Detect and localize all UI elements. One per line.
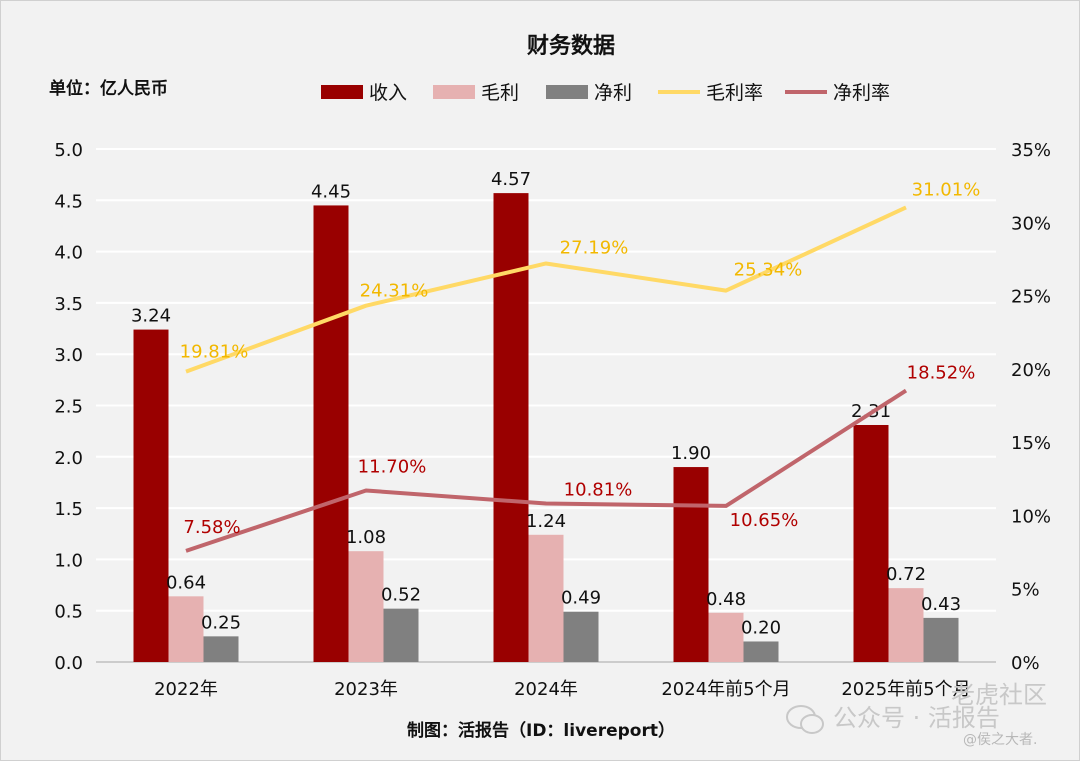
line-毛利率 bbox=[185, 205, 907, 374]
y-right-tick-label: 25% bbox=[1011, 287, 1051, 308]
bar-value-label: 4.57 bbox=[491, 169, 531, 190]
bar-收入 bbox=[673, 467, 709, 662]
bar-毛利 bbox=[888, 588, 924, 662]
legend-item: 毛利率 bbox=[658, 82, 763, 104]
legend-item: 收入 bbox=[321, 82, 407, 104]
bar-净利 bbox=[743, 641, 779, 662]
bar-收入 bbox=[133, 329, 169, 662]
y-right-tick-label: 15% bbox=[1011, 433, 1051, 454]
y-left-tick-label: 2.0 bbox=[54, 448, 83, 469]
legend: 收入 毛利 净利 毛利率 净利率 bbox=[321, 82, 890, 104]
bar-毛利 bbox=[708, 612, 744, 662]
line-value-label: 25.34% bbox=[734, 260, 803, 281]
bar-value-label: 0.52 bbox=[381, 585, 421, 606]
y-right-tick-label: 10% bbox=[1011, 506, 1051, 527]
legend-item: 毛利 bbox=[433, 82, 519, 104]
y-left-tick-label: 5.0 bbox=[54, 140, 83, 161]
y-left-tick-label: 3.0 bbox=[54, 345, 83, 366]
y-left-tick-label: 1.0 bbox=[54, 550, 83, 571]
bar-毛利 bbox=[528, 534, 564, 662]
legend-swatch bbox=[433, 85, 475, 99]
y-right-tick-label: 20% bbox=[1011, 360, 1051, 381]
legend-label: 净利 bbox=[594, 82, 632, 104]
bar-毛利 bbox=[348, 551, 384, 662]
watermark: 公众号 · 活报告 老虎社区 @侯之大者. bbox=[786, 681, 1047, 748]
y-right-tick-label: 0% bbox=[1011, 653, 1040, 674]
legend-label: 收入 bbox=[369, 82, 407, 104]
bar-value-label: 0.48 bbox=[706, 589, 746, 610]
line-value-label: 10.81% bbox=[564, 480, 633, 501]
chart-title: 财务数据 bbox=[527, 33, 615, 59]
legend-label: 毛利 bbox=[481, 82, 519, 104]
y-right-tick-label: 35% bbox=[1011, 140, 1051, 161]
y-right-tick-label: 5% bbox=[1011, 580, 1040, 601]
bar-value-label: 1.24 bbox=[526, 511, 566, 532]
x-tick-label: 2022年 bbox=[154, 679, 218, 700]
line-value-label: 19.81% bbox=[180, 342, 249, 363]
bar-净利 bbox=[923, 617, 959, 662]
y-left-tick-label: 2.5 bbox=[54, 397, 83, 418]
legend-swatch bbox=[321, 85, 363, 99]
x-tick-label: 2023年 bbox=[334, 679, 398, 700]
watermark-corner-text: 老虎社区 bbox=[951, 681, 1047, 709]
bar-收入 bbox=[493, 193, 529, 663]
left-axis-ticks: 0.0 0.5 1.0 1.5 2.0 2.5 3.0 3.5 4.0 4.5 5.0 bbox=[54, 140, 83, 674]
y-left-tick-label: 0.0 bbox=[54, 653, 83, 674]
line-value-label: 10.65% bbox=[730, 510, 799, 531]
bar-收入 bbox=[313, 205, 349, 662]
wechat-icon bbox=[786, 705, 824, 734]
bar-series: 3.244.454.571.902.310.641.081.240.480.72… bbox=[131, 169, 961, 663]
bar-value-label: 0.20 bbox=[741, 617, 781, 638]
y-left-tick-label: 4.5 bbox=[54, 191, 83, 212]
bar-净利 bbox=[383, 608, 419, 662]
bar-value-label: 0.64 bbox=[166, 572, 206, 593]
bar-value-label: 0.49 bbox=[561, 588, 601, 609]
y-left-tick-label: 3.5 bbox=[54, 294, 83, 315]
bar-value-label: 0.43 bbox=[921, 594, 961, 615]
bar-value-label: 4.45 bbox=[311, 181, 351, 202]
legend-label: 净利率 bbox=[833, 82, 890, 104]
bar-value-label: 0.72 bbox=[886, 564, 926, 585]
unit-label: 单位：亿人民币 bbox=[49, 78, 168, 99]
line-value-label: 27.19% bbox=[560, 237, 629, 258]
legend-item: 净利 bbox=[546, 82, 632, 104]
line-value-label: 11.70% bbox=[358, 457, 427, 478]
watermark-handle: @侯之大者. bbox=[963, 732, 1037, 748]
x-axis: 2022年 2023年 2024年 2024年前5个月 2025年前5个月 bbox=[154, 679, 971, 700]
x-tick-label: 2024年 bbox=[514, 679, 578, 700]
y-left-tick-label: 4.0 bbox=[54, 243, 83, 264]
bar-value-label: 1.90 bbox=[671, 443, 711, 464]
line-value-label: 18.52% bbox=[907, 363, 976, 384]
watermark-text: 公众号 · 活报告 bbox=[833, 704, 1000, 732]
legend-item: 净利率 bbox=[785, 82, 890, 104]
bar-value-label: 0.25 bbox=[201, 612, 241, 633]
bar-value-label: 1.08 bbox=[346, 527, 386, 548]
right-axis-ticks: 0% 5% 10% 15% 20% 25% 30% 35% bbox=[1011, 140, 1051, 674]
line-净利率 bbox=[185, 388, 908, 553]
y-left-tick-label: 1.5 bbox=[54, 499, 83, 520]
bar-value-label: 3.24 bbox=[131, 306, 171, 327]
line-series: 19.81% 24.31% 27.19% 25.34% 31.01% 7.58% 11.70… bbox=[180, 179, 981, 553]
x-tick-label: 2025年前5个月 bbox=[841, 679, 970, 700]
legend-swatch bbox=[546, 85, 588, 99]
legend-label: 毛利率 bbox=[706, 82, 763, 104]
bar-收入 bbox=[853, 424, 889, 662]
bar-净利 bbox=[563, 611, 599, 662]
y-left-tick-label: 0.5 bbox=[54, 602, 83, 623]
line-value-label: 24.31% bbox=[360, 281, 429, 302]
line-value-label: 31.01% bbox=[912, 179, 981, 200]
bar-毛利 bbox=[168, 596, 204, 662]
y-right-tick-label: 30% bbox=[1011, 213, 1051, 234]
bar-净利 bbox=[203, 636, 239, 662]
source-note: 制图：活报告（ID：livereport） bbox=[407, 720, 675, 741]
x-tick-label: 2024年前5个月 bbox=[661, 679, 790, 700]
line-value-label: 7.58% bbox=[183, 517, 240, 538]
